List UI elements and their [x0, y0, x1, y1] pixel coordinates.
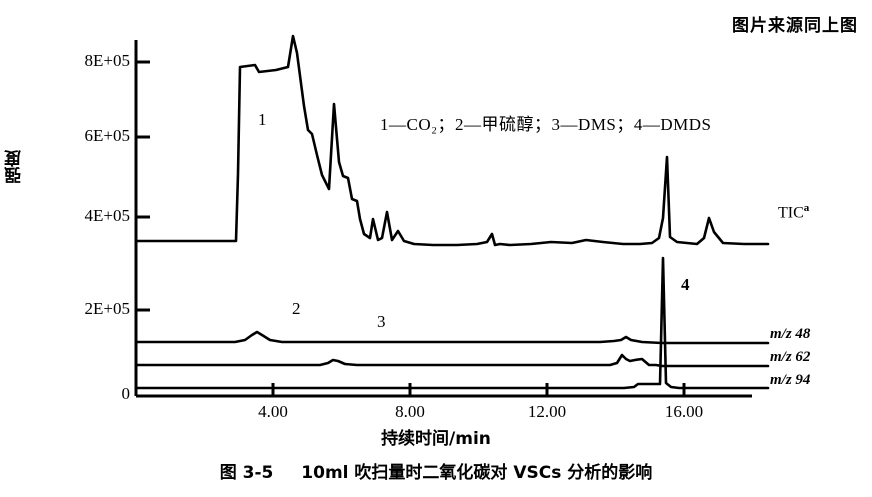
- trace-mz94: [134, 256, 770, 390]
- y-axis-ticks: [136, 60, 150, 398]
- caption-number: 图 3-5: [219, 463, 274, 483]
- x-axis-ticks: [271, 383, 686, 396]
- peak-label-4: 4: [681, 275, 690, 294]
- peak-label-1: 1: [258, 110, 267, 129]
- trace-label-mz48-text: m/z 48: [770, 326, 811, 342]
- x-tick-label-12: 12.00: [527, 402, 567, 421]
- source-note: 图片来源同上图: [732, 16, 858, 36]
- x-tick-label-16: 16.00: [664, 402, 704, 421]
- trace-label-tic-superscript: a: [803, 202, 810, 214]
- trace-label-mz48: m/z 48: [770, 325, 810, 343]
- x-axis-title: 持续时间/min: [381, 429, 491, 449]
- trace-label-tic: TICa: [778, 202, 809, 222]
- chart-plot-area: [134, 34, 770, 398]
- trace-mz62: [134, 353, 770, 368]
- chart-svg: [134, 34, 770, 398]
- peak-label-3: 3: [377, 312, 386, 331]
- peak-label-2: 2: [292, 299, 301, 318]
- legend: 1—CO₂；2—甲硫醇；3—DMS；4—DMDS: [380, 115, 712, 134]
- caption-text: 10ml 吹扫量时二氧化碳对 VSCs 分析的影响: [301, 463, 653, 483]
- trace-label-tic-text: TIC: [778, 204, 804, 222]
- x-tick-label-4: 4.00: [258, 402, 288, 421]
- trace-tic: [134, 34, 770, 247]
- y-tick-label-8e5: 8E+05: [84, 51, 130, 70]
- figure-caption: 图 3-5 10ml 吹扫量时二氧化碳对 VSCs 分析的影响: [0, 458, 872, 483]
- trace-label-mz62: m/z 62: [770, 348, 810, 366]
- y-tick-label-0: 0: [121, 384, 131, 403]
- y-tick-label-6e5: 6E+05: [84, 126, 130, 145]
- trace-mz48: [134, 330, 770, 345]
- trace-label-mz94-text: m/z 94: [770, 372, 811, 388]
- x-tick-label-8: 8.00: [395, 402, 425, 421]
- y-axis-title: 强度: [5, 150, 25, 184]
- trace-label-mz62-text: m/z 62: [770, 349, 811, 365]
- y-tick-label-4e5: 4E+05: [84, 206, 130, 225]
- y-tick-label-2e5: 2E+05: [84, 299, 130, 318]
- trace-label-mz94: m/z 94: [770, 371, 810, 389]
